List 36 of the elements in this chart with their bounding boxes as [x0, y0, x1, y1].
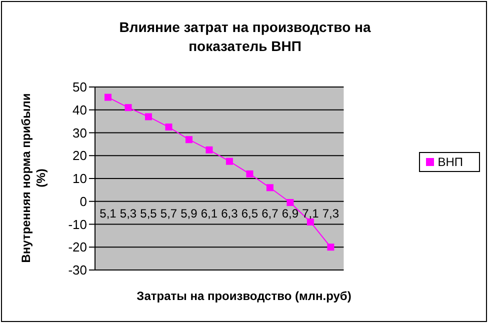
point	[165, 124, 172, 131]
y-tick-label: 40	[72, 102, 87, 118]
y-tick-label: 0	[80, 194, 87, 209]
x-tick-label: 6,5	[241, 206, 258, 220]
legend-label: ВНП	[438, 154, 463, 168]
x-tick-label: 6,1	[200, 206, 218, 220]
y-tick-label: -10	[68, 216, 87, 232]
x-tick-label: 5,7	[160, 206, 178, 220]
chart-title: Влияние затрат на производство на показатель ВНП	[118, 18, 372, 56]
x-tick-label: 6,7	[262, 206, 279, 220]
x-tick-label: 5,5	[140, 206, 158, 220]
y-tick-label: 50	[72, 80, 87, 95]
point	[124, 104, 132, 112]
x-tick-label: 7,3	[322, 206, 340, 220]
y-tick-label: -20	[68, 240, 87, 255]
y-tick-label: -30	[68, 262, 87, 278]
point	[286, 199, 294, 206]
y-tick-label: 20	[72, 148, 87, 164]
x-tick-label: 6,9	[282, 206, 299, 220]
point	[327, 244, 334, 251]
x-tick-label: 5,1	[100, 206, 117, 220]
y-tick-label: 10	[72, 171, 87, 186]
point	[266, 184, 274, 192]
x-tick-label: 5,9	[180, 206, 198, 220]
point	[226, 158, 233, 165]
point	[144, 113, 152, 120]
point	[185, 136, 192, 144]
x-tick-label: 6,3	[221, 206, 238, 220]
point	[246, 170, 254, 178]
point	[104, 94, 112, 101]
point	[206, 146, 213, 154]
y-axis-title: Внутренняя норма прибыли (%)	[18, 92, 49, 265]
x-tick-label: 7,1	[302, 206, 320, 220]
y-tick-label: 30	[72, 125, 87, 140]
x-axis-title: Затраты на производство (млн.руб)	[136, 289, 352, 303]
x-tick-label: 5,3	[120, 206, 137, 220]
